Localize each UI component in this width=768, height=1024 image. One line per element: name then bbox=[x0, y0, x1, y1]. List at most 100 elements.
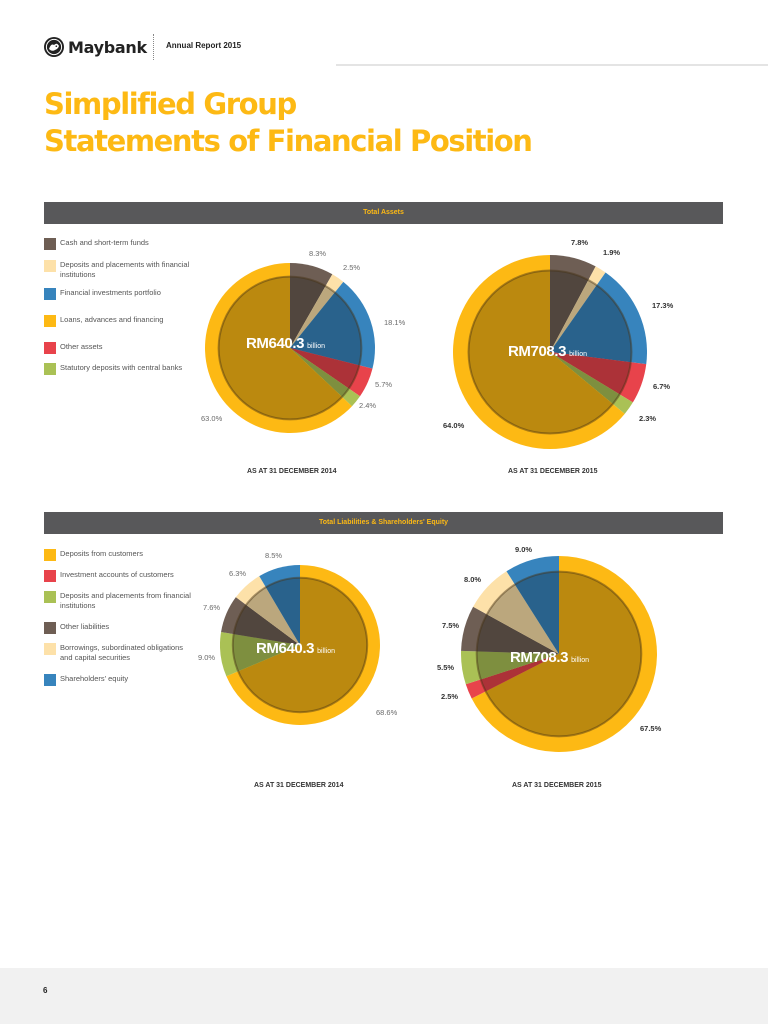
legend-label: Other liabilities bbox=[60, 622, 110, 631]
legend-label: Borrowings, subordinated obligations and… bbox=[60, 643, 183, 662]
pie-slice bbox=[233, 604, 300, 645]
slice-label: 68.6% bbox=[376, 708, 398, 717]
chart-caption: AS AT 31 DECEMBER 2014 bbox=[247, 468, 337, 475]
page-title-line-1: Simplified Group bbox=[44, 87, 297, 121]
pie-slice bbox=[468, 270, 613, 434]
header-divider bbox=[153, 34, 154, 60]
pie-inner-rim bbox=[231, 576, 369, 714]
legend-swatch bbox=[44, 315, 56, 327]
legend-label: Investment accounts of customers bbox=[60, 570, 174, 579]
pie-slice bbox=[480, 654, 559, 692]
pie-slice bbox=[290, 286, 335, 348]
maybank-tiger-icon bbox=[44, 37, 64, 57]
pie-slice bbox=[238, 577, 368, 713]
legend-swatch bbox=[44, 591, 56, 603]
chart-caption: AS AT 31 DECEMBER 2014 bbox=[254, 782, 344, 789]
legend-label: Other assets bbox=[60, 342, 103, 351]
legend-item: Deposits and placements with financial i… bbox=[44, 260, 194, 280]
pie-slice bbox=[486, 584, 559, 654]
pie-inner-rim bbox=[467, 269, 633, 435]
slice-label: 67.5% bbox=[640, 724, 662, 733]
slice-label: 64.0% bbox=[443, 421, 465, 430]
slice-label: 6.7% bbox=[653, 382, 671, 391]
legend-swatch bbox=[44, 238, 56, 250]
chart-total: RM708.3 billion bbox=[508, 343, 587, 360]
slice-label: 17.3% bbox=[652, 301, 674, 310]
chart-total-unit: billion bbox=[307, 343, 325, 350]
legend-swatch bbox=[44, 674, 56, 686]
slice-label: 8.5% bbox=[265, 551, 283, 560]
pie-slice bbox=[550, 352, 631, 395]
chart-total-value: RM708.3 bbox=[508, 343, 567, 360]
legend-item: Cash and short-term funds bbox=[44, 238, 194, 250]
chart-total-unit: billion bbox=[317, 648, 335, 655]
header-rule bbox=[336, 64, 768, 67]
pie-slice bbox=[514, 571, 559, 654]
pie-slice bbox=[550, 270, 589, 352]
slice-label: 5.7% bbox=[375, 380, 393, 389]
pie-chart-liabilities-2014 bbox=[220, 565, 380, 725]
legend-item: Deposits from customers bbox=[44, 549, 194, 561]
slice-label: 2.5% bbox=[441, 692, 459, 701]
pie-slice bbox=[265, 577, 300, 645]
slice-label: 18.1% bbox=[384, 318, 406, 327]
slice-label: 6.3% bbox=[229, 569, 247, 578]
legend-item: Other assets bbox=[44, 342, 194, 354]
slice-label: 2.3% bbox=[639, 414, 657, 423]
chart-total: RM708.3 billion bbox=[510, 649, 589, 666]
chart-total-unit: billion bbox=[571, 657, 589, 664]
brand-logo: Maybank bbox=[43, 36, 147, 58]
legend-label: Statutory deposits with central banks bbox=[60, 363, 183, 372]
pie-slice bbox=[218, 276, 343, 420]
legend-swatch bbox=[44, 643, 56, 655]
legend-label: Deposits and placements with financial i… bbox=[60, 260, 190, 279]
chart-total-value: RM640.3 bbox=[246, 335, 305, 352]
legend-item: Statutory deposits with central banks bbox=[44, 363, 194, 375]
legend-swatch bbox=[44, 570, 56, 582]
legend-liabilities-equity: Deposits from customers Investment accou… bbox=[44, 549, 194, 686]
pie-slice bbox=[290, 348, 360, 389]
pie-chart-liabilities-2015 bbox=[461, 556, 657, 752]
page-title: Simplified Group Statements of Financial… bbox=[44, 86, 533, 160]
slice-label: 7.8% bbox=[571, 238, 589, 247]
legend-swatch bbox=[44, 363, 56, 375]
pie-slice bbox=[485, 571, 642, 737]
pie-slice bbox=[246, 587, 300, 645]
chart-total: RM640.3 billion bbox=[256, 640, 335, 657]
legend-item: Borrowings, subordinated obligations and… bbox=[44, 643, 194, 663]
pie-slice bbox=[550, 285, 632, 363]
slice-label: 63.0% bbox=[201, 414, 223, 423]
legend-label: Cash and short-term funds bbox=[60, 238, 149, 247]
chart-total-value: RM640.3 bbox=[256, 640, 315, 657]
slice-label: 7.5% bbox=[442, 621, 460, 630]
pie-slice bbox=[476, 651, 559, 680]
slice-label: 1.9% bbox=[603, 248, 621, 257]
pie-slice bbox=[550, 280, 597, 352]
section-heading-liabilities-equity: Total Liabilities & Shareholders' Equity bbox=[44, 512, 723, 534]
legend-swatch bbox=[44, 260, 56, 272]
legend-item: Investment accounts of customers bbox=[44, 570, 194, 582]
pie-slice bbox=[290, 348, 349, 397]
chart-caption: AS AT 31 DECEMBER 2015 bbox=[508, 468, 598, 475]
page-title-line-2: Statements of Financial Position bbox=[44, 124, 533, 158]
pie-slice bbox=[550, 352, 620, 404]
pie-slice bbox=[290, 292, 362, 366]
slice-label: 2.5% bbox=[343, 263, 361, 272]
pie-inner-rim bbox=[475, 570, 643, 738]
chart-total: RM640.3 billion bbox=[246, 335, 325, 352]
legend-item: Other liabilities bbox=[44, 622, 194, 634]
legend-label: Financial investments portfolio bbox=[60, 288, 161, 297]
slice-label: 8.3% bbox=[309, 249, 327, 258]
section-heading-total-assets: Total Assets bbox=[44, 202, 723, 224]
chart-total-unit: billion bbox=[569, 351, 587, 358]
slice-label: 9.0% bbox=[515, 545, 533, 554]
legend-item: Deposits and placements from financial i… bbox=[44, 591, 194, 611]
report-label: Annual Report 2015 bbox=[166, 41, 242, 50]
pie-inner-rim bbox=[217, 275, 363, 421]
legend-item: Loans, advances and financing bbox=[44, 315, 194, 327]
pie-slice bbox=[476, 614, 559, 654]
pie-chart-assets-2014 bbox=[205, 263, 375, 433]
legend-swatch bbox=[44, 622, 56, 634]
legend-item: Financial investments portfolio bbox=[44, 288, 194, 300]
slice-label: 7.6% bbox=[203, 603, 221, 612]
